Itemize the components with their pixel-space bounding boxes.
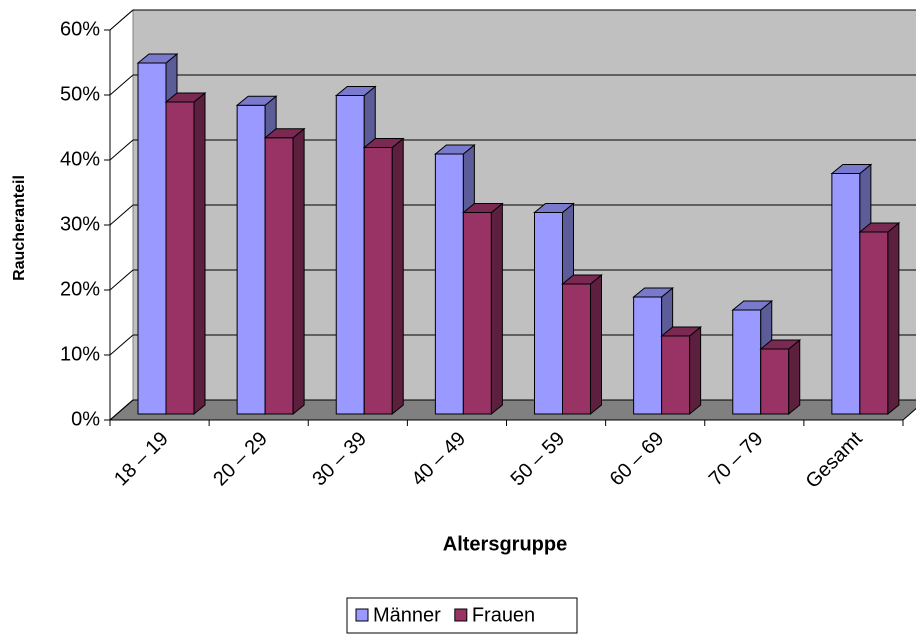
bar-front [335, 95, 365, 415]
bar-top [731, 300, 774, 311]
bar-top [759, 339, 802, 350]
bar [759, 338, 802, 416]
x-tick-label: 40 – 49 [407, 428, 470, 491]
y-axis-title: Raucheranteil [11, 175, 28, 281]
x-axis-title: Altersgruppe [443, 533, 567, 555]
bar [263, 127, 306, 416]
bar-front [462, 212, 492, 415]
legend-label: Männer [373, 604, 441, 626]
bar-top [362, 138, 405, 148]
y-tick-label: 0% [71, 408, 100, 430]
y-tick-label: 40% [60, 148, 100, 170]
x-tick-label: 70 – 79 [705, 428, 768, 491]
bar-side [391, 137, 404, 416]
grid-line-side [109, 204, 134, 226]
bar-top [136, 53, 179, 64]
bar-front [165, 101, 195, 415]
x-tick-label: 18 – 19 [110, 428, 173, 491]
bar-top [164, 92, 207, 103]
bar [362, 137, 405, 416]
grid-line-side [109, 334, 134, 356]
bar-top [533, 203, 575, 213]
bar [660, 325, 703, 416]
bar-front [434, 153, 464, 415]
bar-top [660, 326, 703, 337]
bar-front [661, 335, 691, 415]
bar-side [490, 202, 503, 416]
bar-front [732, 309, 762, 415]
legend-swatch [454, 608, 468, 622]
bar-top [858, 222, 901, 233]
x-tick-label: Gesamt [802, 427, 867, 492]
bar-top [561, 274, 603, 285]
bar-top [461, 203, 504, 213]
bar-side [887, 221, 900, 416]
bar [561, 273, 603, 416]
bar-top [632, 287, 675, 298]
bar-side [689, 325, 702, 416]
bar-side [590, 273, 602, 416]
y-tick-label: 20% [60, 278, 100, 300]
y-tick-label: 50% [60, 83, 100, 105]
bar-top [263, 128, 306, 139]
bar-top [235, 95, 278, 106]
bar-side [788, 338, 801, 416]
y-tick-label: 30% [60, 213, 100, 235]
grid-line-side [109, 74, 134, 96]
y-tick-label: 10% [60, 343, 100, 365]
bar-front [264, 137, 294, 415]
bar-front [859, 231, 889, 415]
grid-line-side [109, 269, 134, 291]
grid-line-side [109, 139, 134, 161]
bar-front [363, 147, 393, 415]
y-tick-label: 60% [60, 18, 100, 40]
bar-top [334, 86, 377, 96]
bar-top [433, 144, 476, 155]
grid-line-side [109, 9, 134, 31]
x-tick-label: 30 – 39 [308, 428, 371, 491]
bar [164, 91, 207, 416]
bar-front [236, 104, 266, 415]
bar-front [760, 348, 790, 415]
bar-side [193, 91, 206, 416]
bar-front [562, 283, 591, 415]
x-tick-label: 60 – 69 [606, 428, 669, 491]
grid-line-side [109, 399, 134, 421]
bar [461, 202, 504, 416]
x-tick-label: 50 – 59 [507, 428, 570, 491]
x-tick-label: 20 – 29 [209, 428, 272, 491]
bar [858, 221, 901, 416]
bar-front [633, 296, 663, 415]
bar-front [137, 62, 167, 415]
bar-front [831, 173, 861, 415]
bar-front [534, 212, 563, 415]
bar-side [292, 127, 305, 416]
legend-label: Frauen [472, 604, 535, 626]
bar-top [830, 164, 873, 174]
legend-swatch [355, 608, 369, 622]
legend: Männer Frauen [346, 597, 578, 634]
